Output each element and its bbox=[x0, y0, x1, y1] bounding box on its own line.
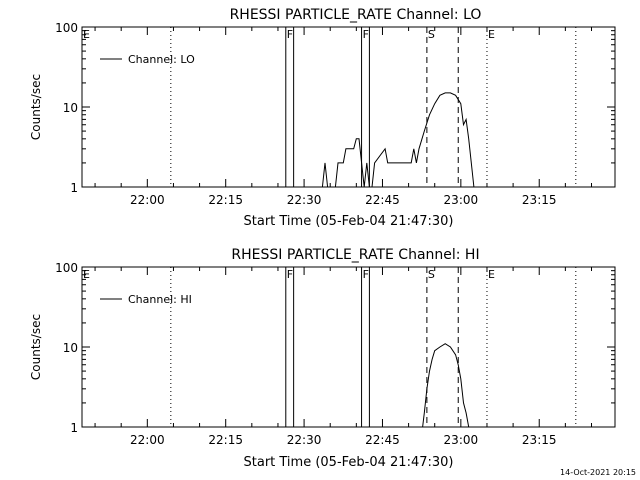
x-tick-label: 22:30 bbox=[287, 433, 322, 447]
plot-frame bbox=[81, 26, 616, 188]
y-tick-label: 1 bbox=[70, 421, 78, 435]
chart-title: RHESSI PARTICLE_RATE Channel: HI bbox=[231, 247, 479, 263]
x-tick-label: 23:00 bbox=[444, 433, 479, 447]
event-marker-label: E bbox=[83, 268, 90, 281]
y-tick-label: 100 bbox=[55, 261, 78, 275]
event-marker-label: E bbox=[488, 28, 495, 41]
y-axis-label: Counts/sec bbox=[29, 74, 43, 140]
y-tick-label: 100 bbox=[55, 21, 78, 35]
chart-panel-lo: RHESSI PARTICLE_RATE Channel: LO Start Ti… bbox=[29, 7, 616, 229]
x-axis-label: Start Time (05-Feb-04 21:47:30) bbox=[244, 455, 454, 470]
event-marker-label: F bbox=[363, 268, 369, 281]
chart-panel-hi: RHESSI PARTICLE_RATE Channel: HI Start Ti… bbox=[29, 247, 616, 470]
x-tick-label: 22:30 bbox=[287, 193, 322, 207]
y-tick-label: 10 bbox=[63, 341, 78, 355]
x-tick-label: 22:45 bbox=[365, 433, 400, 447]
y-tick-label: 1 bbox=[70, 181, 78, 195]
event-marker-label: S bbox=[428, 28, 435, 41]
x-tick-label: 22:00 bbox=[130, 433, 165, 447]
x-tick-label: 23:00 bbox=[444, 193, 479, 207]
x-tick-label: 22:45 bbox=[365, 193, 400, 207]
series-line bbox=[422, 343, 470, 427]
x-axis-label: Start Time (05-Feb-04 21:47:30) bbox=[244, 214, 454, 229]
x-tick-label: 23:15 bbox=[522, 433, 557, 447]
plot-frame bbox=[81, 266, 616, 428]
series-line bbox=[321, 92, 475, 187]
y-tick-label: 10 bbox=[63, 101, 78, 115]
legend-entry: Channel: HI bbox=[128, 293, 192, 306]
y-axis-label: Counts/sec bbox=[29, 314, 43, 380]
x-tick-label: 22:15 bbox=[208, 433, 243, 447]
event-marker-label: F bbox=[287, 268, 293, 281]
chart-title: RHESSI PARTICLE_RATE Channel: LO bbox=[230, 7, 482, 23]
legend-entry: Channel: LO bbox=[128, 53, 195, 66]
x-tick-label: 22:15 bbox=[208, 193, 243, 207]
event-marker-label: E bbox=[488, 268, 495, 281]
generation-timestamp: 14-Oct-2021 20:15 bbox=[560, 468, 636, 477]
event-marker-label: F bbox=[363, 28, 369, 41]
x-tick-label: 23:15 bbox=[522, 193, 557, 207]
x-tick-label: 22:00 bbox=[130, 193, 165, 207]
event-marker-label: S bbox=[428, 268, 435, 281]
event-marker-label: E bbox=[83, 28, 90, 41]
event-marker-label: F bbox=[287, 28, 293, 41]
